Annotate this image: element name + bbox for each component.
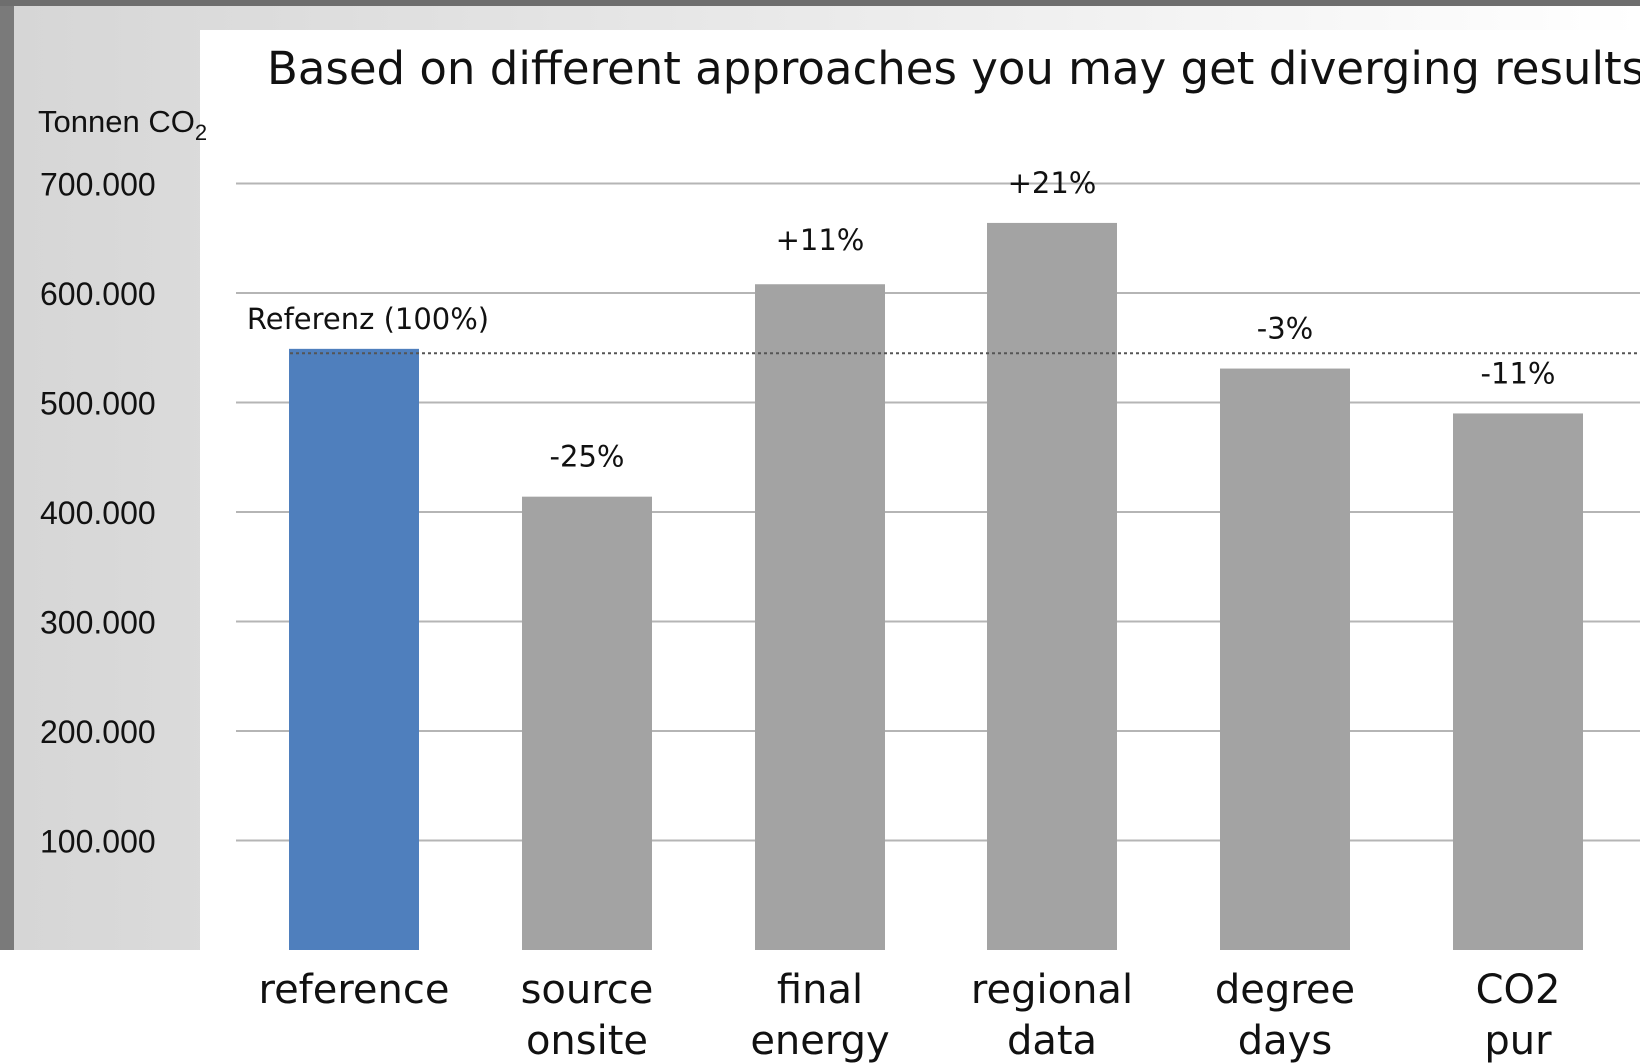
bars — [289, 222, 1583, 951]
x-category-label: source — [521, 967, 654, 1013]
bar-4 — [987, 222, 1117, 951]
data-label-1: Referenz (100%) — [247, 302, 489, 336]
y-axis-ticks: 100.000 200.000 300.000 400.000 500.000 600.0… — [40, 167, 156, 860]
y-tick-label: 300.000 — [40, 605, 156, 641]
x-category-label: energy — [750, 1018, 889, 1064]
bar-2 — [522, 496, 652, 950]
data-label-2: -25% — [550, 440, 625, 474]
x-category-label: days — [1238, 1018, 1332, 1064]
bar-5 — [1220, 368, 1350, 950]
y-tick-label: 600.000 — [40, 276, 156, 312]
frame-top-border — [0, 0, 1640, 6]
gridlines — [236, 182, 1640, 842]
x-category-label: data — [1007, 1018, 1097, 1064]
data-label-3: +11% — [776, 223, 865, 257]
x-category-label: pur — [1484, 1018, 1552, 1064]
y-tick-label: 400.000 — [40, 495, 156, 531]
data-labels: Referenz (100%) -25% +11% +21% -3% -11% — [247, 166, 1556, 474]
chart-title: Based on different approaches you may ge… — [267, 42, 1640, 95]
x-category-label: reference — [259, 967, 450, 1013]
y-tick-label: 500.000 — [40, 386, 156, 422]
data-label-6: -11% — [1481, 356, 1556, 390]
x-category-label: final — [777, 967, 863, 1013]
x-axis-categories: reference source onsite final energy regional… — [259, 967, 1561, 1064]
data-label-4: +21% — [1008, 166, 1097, 200]
y-axis-title-text: Tonnen CO — [38, 104, 195, 139]
x-category-label: onsite — [526, 1018, 648, 1064]
x-category-label: regional — [971, 967, 1133, 1013]
x-category-label: CO2 — [1476, 967, 1561, 1013]
bar-6 — [1453, 413, 1583, 950]
x-category-label: degree — [1215, 967, 1355, 1013]
data-label-5: -3% — [1257, 312, 1313, 346]
frame-shadow — [0, 0, 14, 950]
y-tick-label: 700.000 — [40, 167, 156, 203]
y-tick-label: 200.000 — [40, 714, 156, 750]
y-tick-label: 100.000 — [40, 824, 156, 860]
y-axis-title-subscript: 2 — [195, 120, 207, 145]
bar-1 — [289, 348, 419, 951]
bar-3 — [755, 284, 885, 950]
y-axis-title: Tonnen CO2 — [38, 104, 207, 145]
